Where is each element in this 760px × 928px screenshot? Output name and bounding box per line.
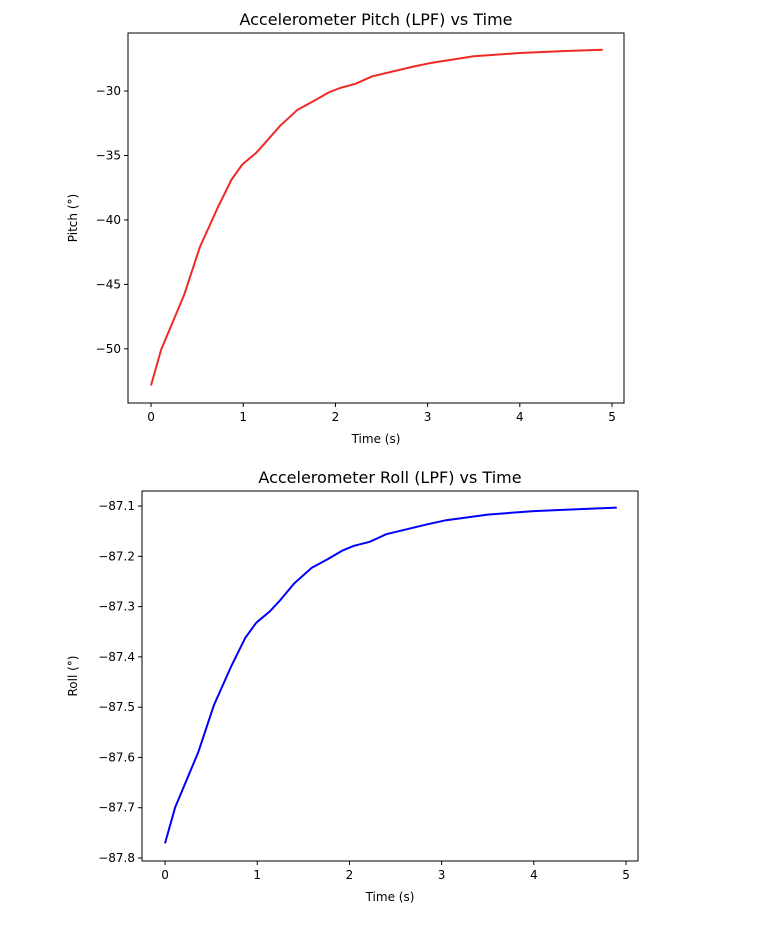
y-tick-label: −50 — [96, 342, 121, 356]
x-tick-label: 4 — [516, 410, 524, 424]
x-tick-label: 3 — [438, 868, 446, 882]
y-tick-label: −87.2 — [98, 549, 135, 563]
x-tick-label: 0 — [147, 410, 155, 424]
y-tick-label: −87.6 — [98, 750, 135, 764]
x-tick-label: 1 — [239, 410, 247, 424]
y-tick-label: −35 — [96, 148, 121, 162]
y-tick-label: −40 — [96, 213, 121, 227]
y-tick-label: −87.8 — [98, 851, 135, 865]
y-tick-label: −87.7 — [98, 801, 135, 815]
x-tick-label: 4 — [530, 868, 538, 882]
y-tick-label: −87.3 — [98, 600, 135, 614]
chart-title: Accelerometer Pitch (LPF) vs Time — [239, 10, 512, 29]
x-tick-label: 2 — [346, 868, 354, 882]
axes-frame — [127, 32, 625, 404]
y-tick-label: −87.1 — [98, 499, 135, 513]
x-axis-label: Time (s) — [351, 432, 401, 446]
series-line-pitch — [150, 48, 603, 386]
y-axis-label: Pitch (°) — [66, 194, 80, 242]
y-tick-label: −30 — [96, 84, 121, 98]
chart-1: Accelerometer Roll (LPF) vs Time 0 1 2 3 4 5 −8… — [66, 468, 639, 904]
axes-frame — [141, 490, 639, 862]
series-line-roll — [164, 506, 617, 844]
x-tick-label: 0 — [161, 868, 169, 882]
x-tick-label: 1 — [253, 868, 261, 882]
x-tick-label: 5 — [608, 410, 616, 424]
y-tick-label: −87.4 — [98, 650, 135, 664]
chart-title: Accelerometer Roll (LPF) vs Time — [258, 468, 521, 487]
x-tick-label: 2 — [332, 410, 340, 424]
y-tick-label: −45 — [96, 277, 121, 291]
y-tick-label: −87.5 — [98, 700, 135, 714]
x-tick-label: 5 — [622, 868, 630, 882]
x-axis-label: Time (s) — [365, 890, 415, 904]
chart-0: Accelerometer Pitch (LPF) vs Time 0 1 2 3 4 5 −… — [66, 10, 625, 446]
y-axis-label: Roll (°) — [66, 656, 80, 697]
x-tick-label: 3 — [424, 410, 432, 424]
